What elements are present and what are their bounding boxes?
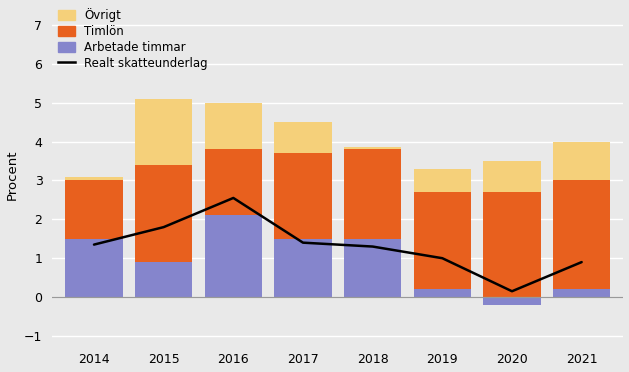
Bar bbox=[205, 215, 262, 297]
Bar bbox=[553, 289, 610, 297]
Bar bbox=[135, 262, 192, 297]
Bar bbox=[205, 103, 262, 150]
Bar bbox=[414, 192, 471, 289]
Bar bbox=[553, 142, 610, 180]
Bar bbox=[65, 177, 123, 180]
Legend: Övrigt, Timlön, Arbetade timmar, Realt skatteunderlag: Övrigt, Timlön, Arbetade timmar, Realt s… bbox=[58, 8, 208, 70]
Bar bbox=[484, 297, 540, 305]
Bar bbox=[135, 99, 192, 165]
Bar bbox=[414, 169, 471, 192]
Bar bbox=[553, 180, 610, 289]
Bar bbox=[274, 239, 331, 297]
Bar bbox=[344, 150, 401, 239]
Bar bbox=[65, 180, 123, 239]
Bar bbox=[484, 161, 540, 192]
Bar bbox=[274, 153, 331, 239]
Bar bbox=[344, 239, 401, 297]
Y-axis label: Procent: Procent bbox=[6, 150, 19, 200]
Bar bbox=[274, 122, 331, 153]
Bar bbox=[135, 165, 192, 262]
Bar bbox=[344, 147, 401, 150]
Bar bbox=[65, 239, 123, 297]
Bar bbox=[414, 289, 471, 297]
Bar bbox=[205, 150, 262, 215]
Bar bbox=[484, 192, 540, 297]
